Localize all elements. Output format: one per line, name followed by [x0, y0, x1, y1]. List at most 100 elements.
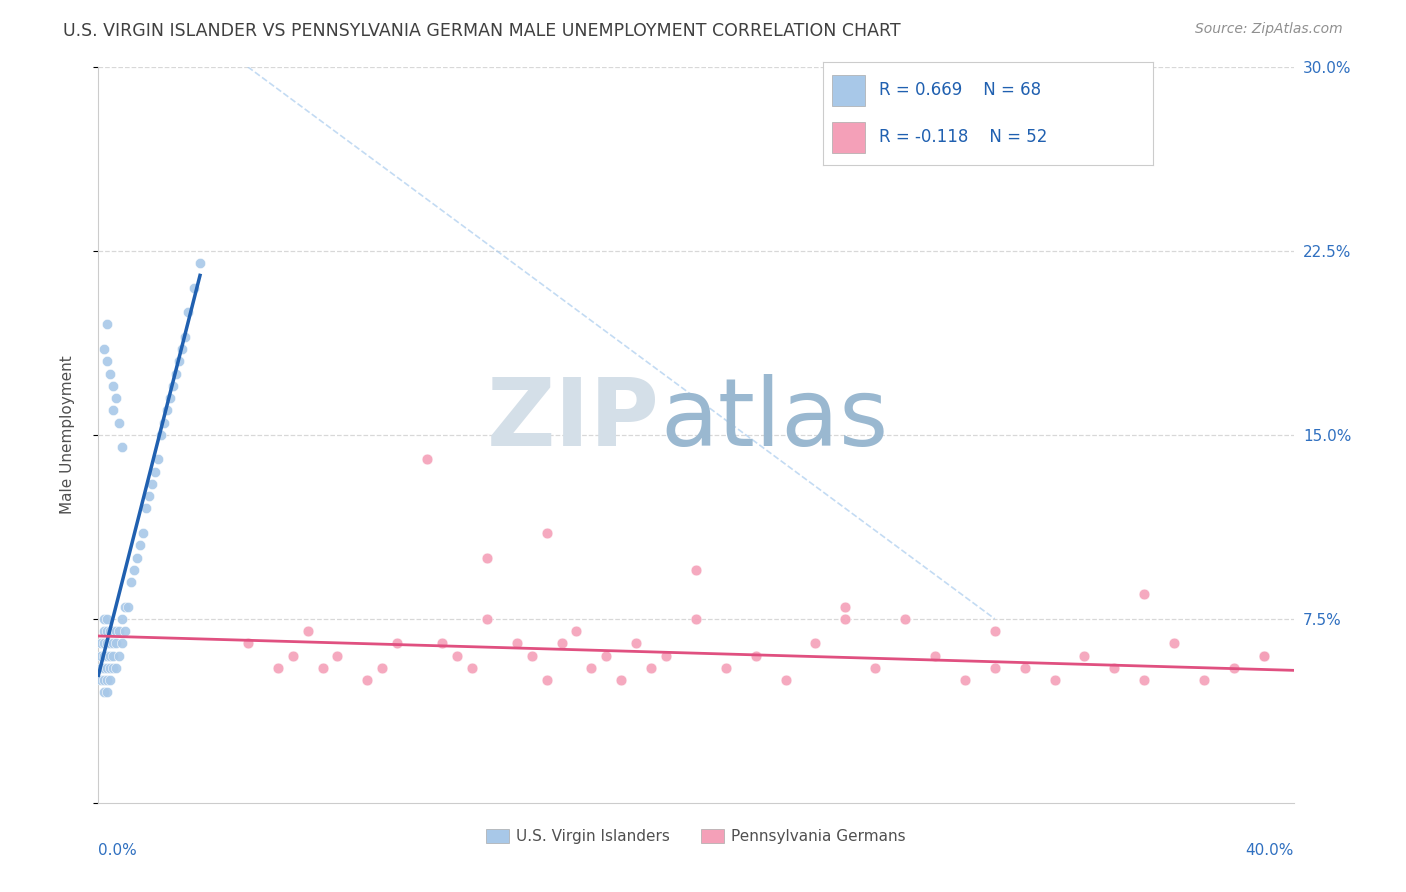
Point: [93, 636, 115, 650]
Point: [167, 354, 190, 368]
Point: [150, 427, 173, 442]
Point: [111, 440, 134, 454]
Text: ZIP: ZIP: [488, 374, 661, 467]
Point: [595, 648, 617, 663]
Point: [141, 476, 163, 491]
Point: [1192, 673, 1215, 687]
Point: [156, 403, 179, 417]
Point: [183, 280, 205, 294]
Point: [834, 599, 856, 614]
Point: [93, 685, 115, 699]
Point: [1133, 673, 1156, 687]
Point: [127, 550, 149, 565]
Point: [371, 661, 394, 675]
Point: [745, 648, 768, 663]
Point: [356, 673, 378, 687]
Point: [105, 661, 128, 675]
Point: [281, 648, 304, 663]
Point: [385, 636, 409, 650]
Point: [565, 624, 588, 639]
Point: [111, 612, 134, 626]
Point: [1163, 636, 1185, 650]
Point: [103, 624, 125, 639]
Point: [984, 661, 1007, 675]
Point: [159, 391, 181, 405]
Y-axis label: Male Unemployment: Male Unemployment: [60, 356, 75, 514]
Point: [93, 342, 115, 356]
Point: [98, 648, 122, 663]
Point: [416, 452, 439, 467]
Point: [172, 342, 194, 356]
Point: [153, 416, 176, 430]
Point: [93, 673, 115, 687]
Point: [117, 599, 139, 614]
Point: [103, 661, 125, 675]
Text: R = -0.118    N = 52: R = -0.118 N = 52: [879, 128, 1047, 146]
Point: [894, 612, 917, 626]
Point: [461, 661, 484, 675]
Point: [475, 550, 498, 565]
Point: [311, 661, 333, 675]
Point: [103, 378, 125, 392]
Text: atlas: atlas: [661, 374, 889, 467]
Point: [626, 636, 648, 650]
Legend: U.S. Virgin Islanders, Pennsylvania Germans: U.S. Virgin Islanders, Pennsylvania Germ…: [479, 822, 912, 850]
Point: [714, 661, 737, 675]
Point: [96, 685, 118, 699]
Text: 0.0%: 0.0%: [98, 843, 138, 858]
Point: [105, 624, 128, 639]
Point: [114, 599, 136, 614]
FancyBboxPatch shape: [832, 75, 866, 105]
Point: [267, 661, 290, 675]
Point: [865, 661, 887, 675]
Point: [93, 661, 115, 675]
Point: [96, 354, 118, 368]
Text: 40.0%: 40.0%: [1246, 843, 1294, 858]
Point: [90, 648, 112, 663]
Point: [1223, 661, 1246, 675]
Point: [640, 661, 662, 675]
Point: [103, 648, 125, 663]
Point: [98, 673, 122, 687]
Point: [326, 648, 349, 663]
Point: [108, 416, 131, 430]
Point: [1014, 661, 1036, 675]
FancyBboxPatch shape: [832, 122, 866, 153]
Point: [96, 612, 118, 626]
Point: [924, 648, 946, 663]
Point: [506, 636, 529, 650]
Point: [610, 673, 633, 687]
Point: [90, 661, 112, 675]
Point: [1133, 587, 1156, 601]
Point: [834, 612, 856, 626]
Point: [98, 367, 122, 381]
Point: [138, 489, 160, 503]
Point: [446, 648, 468, 663]
Point: [108, 624, 131, 639]
Point: [96, 318, 118, 332]
Point: [581, 661, 603, 675]
Point: [98, 624, 122, 639]
Point: [105, 391, 128, 405]
Point: [93, 624, 115, 639]
Text: R = 0.669    N = 68: R = 0.669 N = 68: [879, 81, 1040, 99]
Text: Source: ZipAtlas.com: Source: ZipAtlas.com: [1195, 22, 1343, 37]
Point: [98, 636, 122, 650]
Point: [108, 648, 131, 663]
Point: [1253, 648, 1275, 663]
Point: [685, 563, 707, 577]
Point: [520, 648, 543, 663]
Point: [124, 563, 146, 577]
Point: [1104, 661, 1126, 675]
Point: [297, 624, 319, 639]
Point: [236, 636, 259, 650]
Point: [103, 403, 125, 417]
Text: U.S. VIRGIN ISLANDER VS PENNSYLVANIA GERMAN MALE UNEMPLOYMENT CORRELATION CHART: U.S. VIRGIN ISLANDER VS PENNSYLVANIA GER…: [63, 22, 901, 40]
Point: [536, 525, 558, 540]
Point: [165, 367, 187, 381]
Point: [174, 329, 197, 343]
Point: [96, 624, 118, 639]
Point: [1073, 648, 1095, 663]
Point: [775, 673, 797, 687]
Point: [90, 636, 112, 650]
